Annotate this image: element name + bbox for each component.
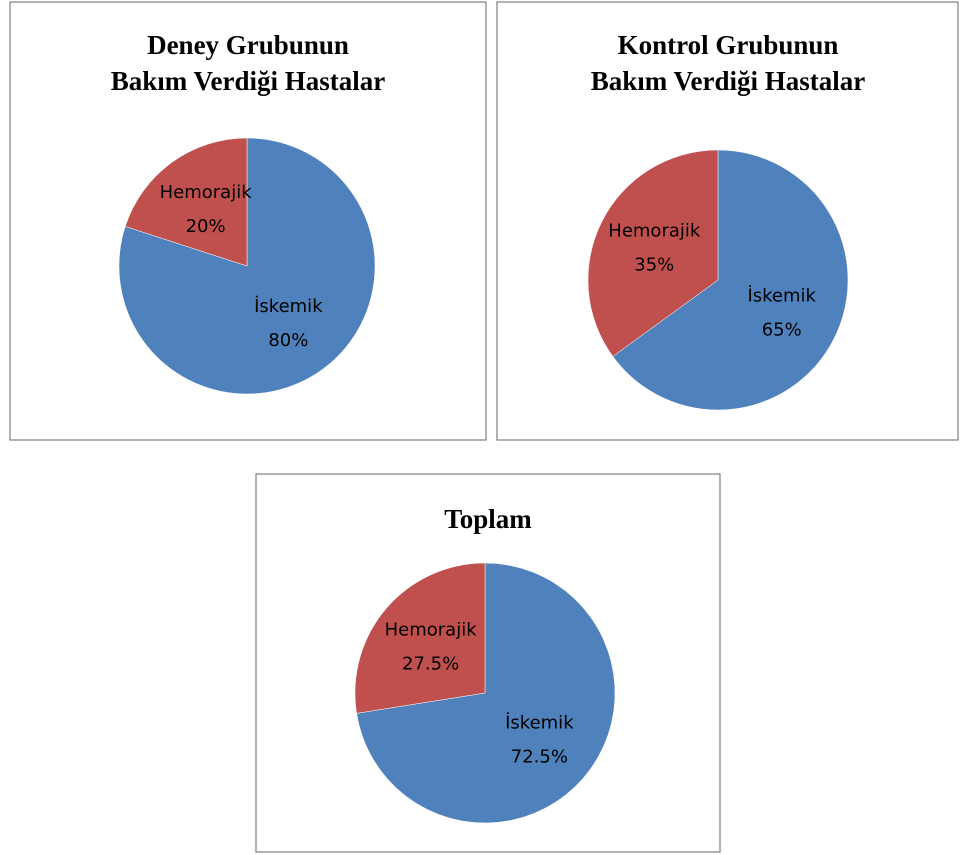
- slice-value: 35%: [634, 255, 674, 276]
- slice-value: 72.5%: [511, 746, 568, 767]
- slice-category: İskemik: [747, 285, 816, 306]
- pie-slice: [587, 149, 719, 357]
- slice-value: 20%: [186, 216, 226, 237]
- slice-category: İskemik: [505, 712, 574, 733]
- pie-slice: [124, 137, 248, 267]
- pie-slice: [354, 562, 486, 714]
- slice-category: Hemorajik: [608, 221, 701, 242]
- slice-category: Hemorajik: [385, 620, 478, 641]
- slice-value: 80%: [268, 330, 308, 351]
- slice-category: Hemorajik: [160, 182, 253, 203]
- chart-title: Kontrol Grubunun: [618, 30, 839, 60]
- pie-slice: [356, 562, 616, 824]
- slice-value: 65%: [762, 319, 802, 340]
- chart-title: Bakım Verdiği Hastalar: [591, 66, 866, 96]
- chart-title: Bakım Verdiği Hastalar: [111, 66, 386, 96]
- chart-title: Toplam: [444, 504, 532, 534]
- chart-title: Deney Grubunun: [147, 30, 349, 60]
- slice-category: İskemik: [254, 296, 323, 317]
- slice-value: 27.5%: [402, 654, 459, 675]
- pie-slice: [612, 149, 849, 411]
